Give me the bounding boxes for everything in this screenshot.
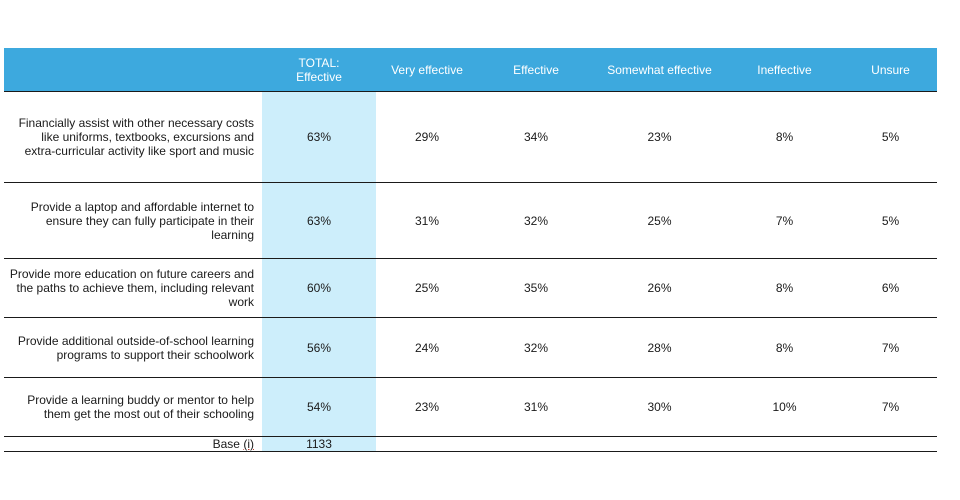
cell-somewhat-effective: 23% (594, 91, 725, 183)
cell-ineffective: 8% (725, 91, 844, 183)
table-row: Provide a laptop and affordable internet… (4, 182, 937, 259)
cell-ineffective: 8% (725, 258, 844, 318)
cell-very-effective: 23% (376, 377, 478, 437)
base-empty-cell (376, 436, 478, 452)
cell-somewhat-effective: 25% (594, 182, 725, 259)
cell-total-effective: 60% (262, 258, 376, 318)
header-total-line1: TOTAL: (298, 55, 340, 70)
cell-somewhat-effective: 30% (594, 377, 725, 437)
cell-effective: 34% (478, 91, 594, 183)
cell-unsure: 7% (844, 317, 937, 378)
cell-unsure: 7% (844, 377, 937, 437)
cell-total-effective: 54% (262, 377, 376, 437)
cell-very-effective: 25% (376, 258, 478, 318)
row-label: Provide a laptop and affordable internet… (4, 182, 262, 259)
header-total-line2: Effective (296, 69, 342, 84)
cell-unsure: 5% (844, 91, 937, 183)
results-table-container: TOTAL: Effective Very effective Effective… (4, 48, 937, 452)
cell-effective: 32% (478, 182, 594, 259)
base-empty-cell (478, 436, 594, 452)
cell-somewhat-effective: 28% (594, 317, 725, 378)
base-empty-cell (594, 436, 725, 452)
row-label: Provide a learning buddy or mentor to he… (4, 377, 262, 437)
row-label: Provide additional outside-of-school lea… (4, 317, 262, 378)
header-ineffective: Ineffective (725, 48, 844, 92)
table-row: Financially assist with other necessary … (4, 91, 937, 183)
base-empty-cell (844, 436, 937, 452)
base-row: Base (i) 1133 (4, 436, 937, 452)
cell-ineffective: 10% (725, 377, 844, 437)
header-very-effective: Very effective (376, 48, 478, 92)
base-label-cell: Base (i) (4, 436, 262, 452)
row-label: Financially assist with other necessary … (4, 91, 262, 183)
cell-total-effective: 63% (262, 91, 376, 183)
cell-ineffective: 8% (725, 317, 844, 378)
cell-very-effective: 31% (376, 182, 478, 259)
cell-unsure: 5% (844, 182, 937, 259)
results-table: TOTAL: Effective Very effective Effective… (4, 48, 937, 452)
cell-effective: 31% (478, 377, 594, 437)
header-somewhat-effective: Somewhat effective (594, 48, 725, 92)
header-total-effective: TOTAL: Effective (262, 48, 376, 92)
cell-effective: 35% (478, 258, 594, 318)
base-empty-cell (725, 436, 844, 452)
header-row: TOTAL: Effective Very effective Effective… (4, 48, 937, 92)
cell-very-effective: 24% (376, 317, 478, 378)
cell-total-effective: 56% (262, 317, 376, 378)
cell-unsure: 6% (844, 258, 937, 318)
cell-somewhat-effective: 26% (594, 258, 725, 318)
table-row: Provide additional outside-of-school lea… (4, 317, 937, 378)
cell-effective: 32% (478, 317, 594, 378)
cell-total-effective: 63% (262, 182, 376, 259)
cell-very-effective: 29% (376, 91, 478, 183)
base-label: Base (212, 437, 240, 451)
cell-ineffective: 7% (725, 182, 844, 259)
header-label-column (4, 48, 262, 92)
base-info-icon[interactable]: (i) (243, 437, 254, 451)
table-row: Provide more education on future careers… (4, 258, 937, 318)
base-value: 1133 (262, 436, 376, 452)
header-unsure: Unsure (844, 48, 937, 92)
table-row: Provide a learning buddy or mentor to he… (4, 377, 937, 437)
row-label: Provide more education on future careers… (4, 258, 262, 318)
header-effective: Effective (478, 48, 594, 92)
